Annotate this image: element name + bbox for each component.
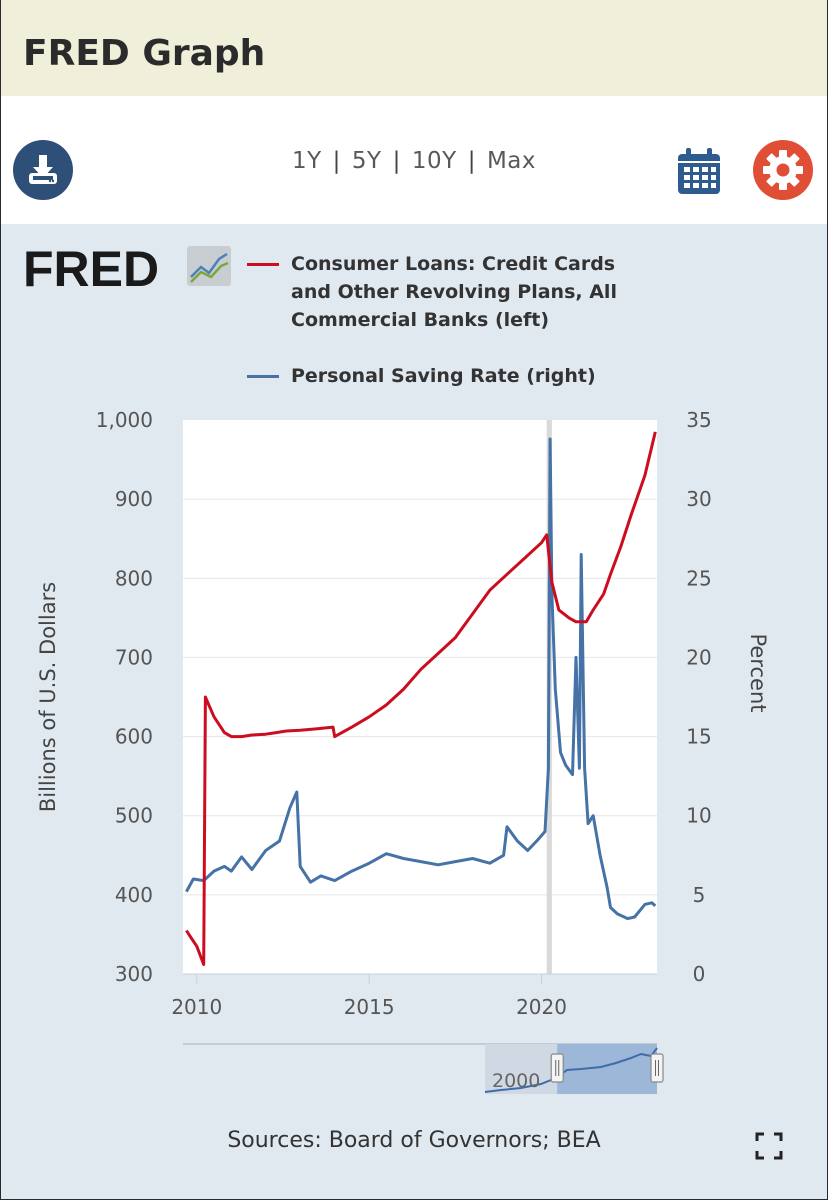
chart-panel: FRED Consumer Loans: Credit Cards and Ot…	[1, 224, 827, 1199]
y-right-tick-label: 0	[693, 962, 706, 986]
navigator-sparkline	[484, 1047, 658, 1093]
range-1y[interactable]: 1Y	[291, 148, 322, 174]
calendar-button[interactable]	[675, 146, 723, 196]
navigator-handle-right[interactable]	[650, 1053, 664, 1083]
y-right-tick-label: 15	[686, 725, 711, 749]
legend-label-saving-rate: Personal Saving Rate (right)	[291, 365, 596, 387]
y-left-tick-label: 900	[115, 487, 153, 511]
y-left-tick-label: 1,000	[96, 408, 153, 432]
range-separator: |	[332, 148, 341, 174]
date-range-selector: 1Y | 5Y | 10Y | Max	[1, 148, 827, 174]
y-left-tick-label: 700	[115, 645, 153, 669]
download-icon	[29, 155, 57, 184]
legend-swatch-red	[247, 263, 279, 266]
legend-label-consumer-loans: Consumer Loans: Credit Cards and Other R…	[291, 253, 617, 331]
range-max[interactable]: Max	[486, 148, 536, 174]
y-axis-right-title: Percent	[746, 633, 770, 712]
y-left-tick-label: 800	[115, 566, 153, 590]
gear-icon	[763, 150, 803, 190]
series-line-saving-rate	[185, 437, 657, 921]
x-tick-label: 2010	[171, 995, 222, 1019]
range-5y[interactable]: 5Y	[351, 148, 382, 174]
range-10y[interactable]: 10Y	[411, 148, 457, 174]
settings-button[interactable]	[753, 140, 813, 200]
series-line-consumer-loans	[185, 431, 657, 966]
y-left-tick-label: 600	[115, 725, 153, 749]
y-right-tick-label: 35	[686, 408, 711, 432]
fullscreen-button[interactable]	[755, 1132, 783, 1160]
x-tick-label: 2015	[344, 995, 395, 1019]
y-axis-left-title: Billions of U.S. Dollars	[36, 582, 60, 812]
toolbar: 1Y | 5Y | 10Y | Max	[1, 96, 827, 224]
fred-logo: FRED	[23, 244, 231, 292]
download-button[interactable]	[13, 140, 73, 200]
plot-background	[183, 420, 657, 974]
y-right-tick-label: 20	[686, 645, 711, 669]
y-left-tick-label: 400	[115, 883, 153, 907]
y-right-tick-label: 30	[686, 487, 711, 511]
navigator-year-label: 2000	[492, 1070, 540, 1092]
range-separator: |	[392, 148, 401, 174]
page-title: FRED Graph	[23, 33, 266, 74]
legend-swatch-blue	[247, 375, 279, 378]
header-bar: FRED Graph	[1, 0, 827, 96]
range-separator: |	[467, 148, 476, 174]
calendar-icon	[678, 148, 720, 194]
navigator-handle-left[interactable]	[550, 1053, 564, 1083]
y-right-tick-label: 25	[686, 566, 711, 590]
sources-note: Sources: Board of Governors; BEA	[227, 1128, 601, 1153]
y-right-tick-label: 5	[693, 883, 706, 907]
y-left-tick-label: 500	[115, 804, 153, 828]
y-right-tick-label: 10	[686, 804, 711, 828]
x-tick-label: 2020	[516, 995, 567, 1019]
chart-svg: 300 400 500 600 700 800 900 1,000 0 5 10 15 20 25 30 35…	[36, 408, 770, 1094]
svg-text:FRED: FRED	[23, 244, 159, 292]
fullscreen-icon	[755, 1132, 783, 1160]
y-left-tick-label: 300	[115, 962, 153, 986]
